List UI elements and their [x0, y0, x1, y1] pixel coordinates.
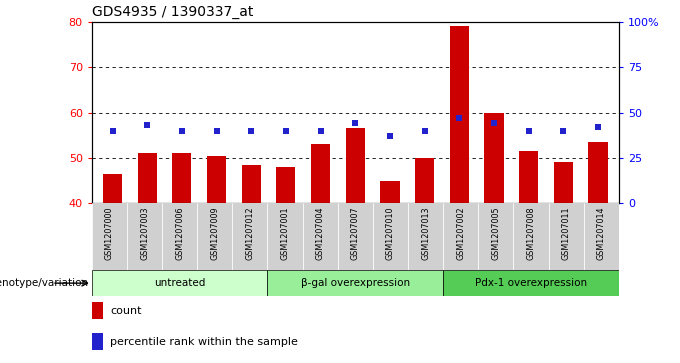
- Text: GSM1207010: GSM1207010: [386, 207, 395, 260]
- Bar: [127, 203, 162, 270]
- Bar: [233, 203, 267, 270]
- Bar: [277, 167, 296, 203]
- Bar: [380, 180, 400, 203]
- Bar: [92, 270, 267, 296]
- Text: GSM1207004: GSM1207004: [316, 207, 324, 260]
- Bar: [92, 302, 103, 319]
- Text: GSM1207008: GSM1207008: [526, 207, 535, 260]
- Text: GSM1207014: GSM1207014: [597, 207, 606, 260]
- Bar: [519, 151, 538, 203]
- Bar: [303, 203, 338, 270]
- Bar: [549, 203, 583, 270]
- Text: count: count: [110, 306, 141, 316]
- Bar: [588, 142, 607, 203]
- Bar: [311, 144, 330, 203]
- Bar: [138, 153, 157, 203]
- Bar: [345, 129, 365, 203]
- Text: GSM1207007: GSM1207007: [351, 207, 360, 260]
- Bar: [267, 203, 303, 270]
- Text: GSM1207013: GSM1207013: [421, 207, 430, 260]
- Bar: [103, 174, 122, 203]
- Text: GSM1207000: GSM1207000: [105, 207, 114, 260]
- Text: GSM1207003: GSM1207003: [140, 207, 149, 260]
- Bar: [92, 333, 103, 350]
- Bar: [415, 158, 434, 203]
- Bar: [338, 203, 373, 270]
- Bar: [373, 203, 408, 270]
- Text: GSM1207009: GSM1207009: [210, 207, 219, 260]
- Bar: [162, 203, 197, 270]
- Text: β-gal overexpression: β-gal overexpression: [301, 278, 410, 288]
- Bar: [478, 203, 513, 270]
- Text: genotype/variation: genotype/variation: [0, 278, 88, 288]
- Bar: [408, 203, 443, 270]
- Bar: [449, 26, 469, 203]
- Text: GSM1207006: GSM1207006: [175, 207, 184, 260]
- Bar: [242, 165, 261, 203]
- Text: Pdx-1 overexpression: Pdx-1 overexpression: [475, 278, 587, 288]
- Bar: [267, 270, 443, 296]
- Text: GSM1207002: GSM1207002: [456, 207, 465, 260]
- Text: GDS4935 / 1390337_at: GDS4935 / 1390337_at: [92, 5, 253, 19]
- Bar: [583, 203, 619, 270]
- Text: GSM1207001: GSM1207001: [281, 207, 290, 260]
- Text: percentile rank within the sample: percentile rank within the sample: [110, 337, 298, 347]
- Bar: [484, 113, 503, 203]
- Text: untreated: untreated: [154, 278, 205, 288]
- Bar: [443, 270, 619, 296]
- Bar: [92, 203, 127, 270]
- Bar: [197, 203, 233, 270]
- Text: GSM1207012: GSM1207012: [245, 207, 254, 260]
- Text: GSM1207011: GSM1207011: [562, 207, 571, 260]
- Bar: [554, 162, 573, 203]
- Text: GSM1207005: GSM1207005: [492, 207, 500, 260]
- Bar: [513, 203, 549, 270]
- Bar: [207, 156, 226, 203]
- Bar: [173, 153, 192, 203]
- Bar: [443, 203, 478, 270]
